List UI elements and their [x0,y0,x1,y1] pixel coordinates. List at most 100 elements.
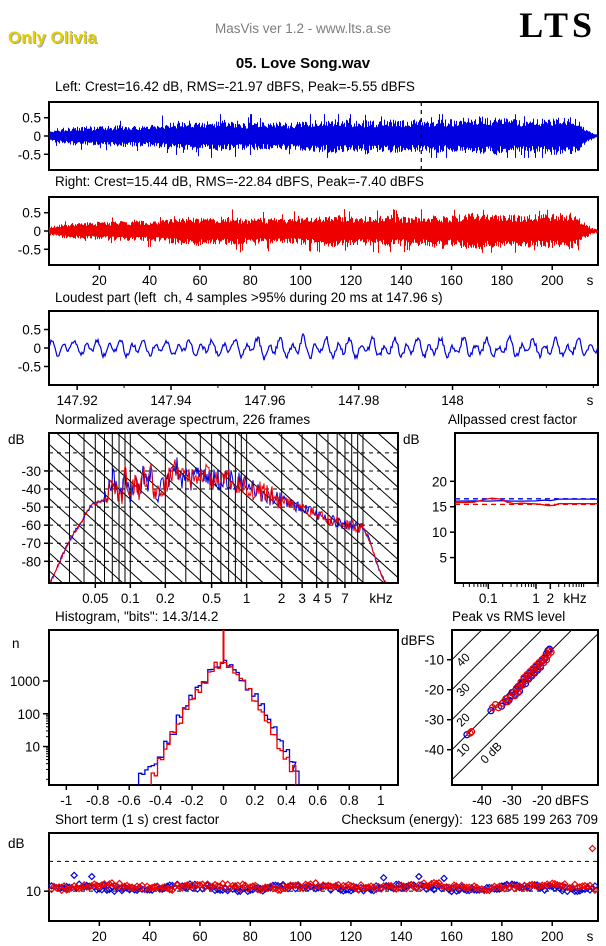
tick-label: kHz [369,591,392,606]
crest-point-right [216,882,224,890]
crest-point-right [95,882,104,891]
tick-label: -30 [21,464,41,479]
tick-label: 1 [243,591,251,606]
tick-label: 2 [278,591,286,606]
tick-label: 160 [440,929,463,944]
crest-point-right [364,883,373,891]
tick-label: 7 [341,591,349,606]
crest-point-right [498,884,506,893]
crest-point-left [369,886,378,895]
tick-label: 147.98 [338,393,379,408]
crest-point-right [563,883,572,892]
allpassed-line-left-allpassed [454,498,598,502]
crest-point-right [321,882,330,890]
tick-label: kHz [563,591,586,606]
tick-label: -0.6 [118,793,141,808]
crest-point-right [505,883,514,892]
crest-point-right [518,884,526,893]
tick-label: 4 [313,591,321,606]
tick-label: -70 [21,536,41,551]
tick-label: 20 [92,929,107,944]
spectrum-title: Normalized average spectrum, 226 frames [55,412,311,427]
allpassed-title: Allpassed crest factor [448,412,578,427]
tick-label: 30 [453,680,473,700]
tick-label: 10 [453,740,473,760]
crest-point-right [384,881,393,890]
crest-point-right [236,885,245,893]
crest-point-right [103,881,111,890]
crest-point-right [165,885,174,894]
crest-point-right [392,885,401,893]
crest-point-right [75,884,84,893]
crest-point-right [417,883,426,892]
short-term-crest-plot: 10 20 40 60 80 100 120 140 160 180 200 s [26,832,599,944]
tick-label: -0.5 [18,147,41,162]
tick-label: 0.1 [479,591,498,606]
crest-point-right [475,885,484,894]
scatter-point-right [466,729,474,737]
spectrum-trace-right [49,459,398,583]
checksum-label: Checksum (energy): [341,812,463,827]
tick-label: 0 [220,793,228,808]
crest-point-left [415,872,423,881]
tick-label: 40 [142,273,157,288]
crest-point-right [427,879,436,888]
tick-label: -0.2 [180,793,203,808]
short-term-ylabel: dB [8,836,25,851]
crest-point-right [422,881,431,890]
crest-point-left [379,873,388,882]
tick-label: 147.94 [150,393,192,408]
tick-label: 200 [541,273,564,288]
left-channel-stats: Left: Crest=16.42 dB, RMS=-21.97 dBFS, P… [55,79,415,94]
tick-label: 0.2 [246,793,265,808]
tick-label: 148 [441,393,464,408]
crest-point-right [291,881,300,890]
tick-label: 20 [92,273,107,288]
crest-point-right [264,884,272,893]
crest-point-right [513,883,521,891]
tick-label: -50 [21,500,41,515]
crest-point-right [565,883,574,892]
tick-label: -0.5 [18,242,41,257]
tick-label: 0.1 [121,591,140,606]
crest-point-right [118,883,126,892]
tick-label: 2 [547,591,555,606]
tick-label: 20 [432,474,447,489]
tick-label: 0.2 [156,591,175,606]
tick-label: 10 [432,525,447,540]
tick-label: 140 [390,273,413,288]
tick-label: 0.5 [22,206,41,221]
crest-point-right [196,881,204,889]
tick-label: -1 [60,793,72,808]
tick-label: -60 [21,518,41,533]
tick-label: 100 [289,273,312,288]
crest-point-left [573,887,582,896]
tick-label: -30 [502,793,522,808]
crest-point-right [274,886,282,895]
tick-label: 80 [243,273,258,288]
crest-point-left [70,871,79,880]
crest-point-right [62,886,71,894]
tick-label: -40 [472,793,492,808]
crest-point-right [586,881,594,890]
histogram-plot: 10 100 1000 -1 -0.8 -0.6 -0.4 -0.2 0 0.2 0.4 0.6 0.8… [10,629,399,808]
checksum: Checksum (energy): 123 685 199 263 709 [260,812,598,827]
tick-label: 10 [26,884,41,899]
crest-point-right [347,881,355,890]
spectrum-ylabel-left: dB [8,432,25,447]
tick-label: -80 [21,554,41,569]
tick-label: 40 [453,650,473,670]
scatter-point-right [547,648,555,656]
crest-point-right [329,883,338,891]
tick-label: 80 [243,929,258,944]
scatter-point-right [542,656,551,664]
tick-label: 0.5 [22,323,41,338]
tick-label: 0 dB [477,739,504,766]
crest-point-right [186,882,194,891]
lts-logo: LTS [519,5,596,45]
crest-point-right [442,882,451,891]
tick-label: 0.5 [202,591,221,606]
crest-point-right [331,881,340,890]
crest-point-left [143,886,151,894]
